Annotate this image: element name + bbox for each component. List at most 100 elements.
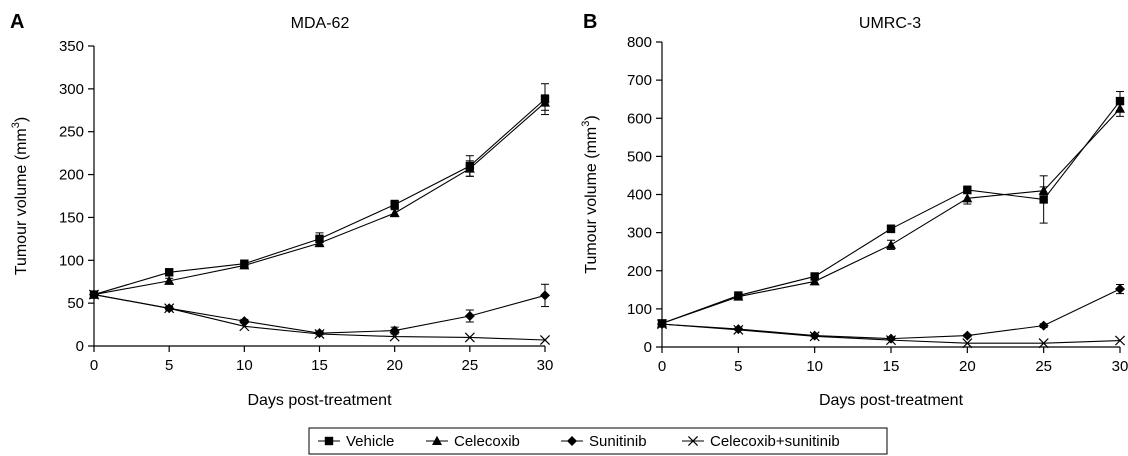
series-line [661, 108, 1121, 324]
data-point-x [464, 332, 475, 343]
data-point-x-stroke [314, 328, 325, 340]
y-tick-label: 50 [67, 295, 84, 312]
y-axis-label: Tumour volume (mm3) [10, 117, 30, 275]
data-point-x-stroke [962, 338, 973, 349]
data-point-x [1038, 338, 1049, 349]
x-tick-label: 0 [658, 358, 666, 375]
data-point-diamond [962, 330, 973, 341]
data-point-x-stroke [656, 319, 668, 330]
data-point-triangle [809, 276, 820, 286]
data-point-x-stroke [809, 331, 820, 342]
legend-item-celecoxib: Celecoxib [426, 433, 520, 450]
x-tick-label: 25 [461, 357, 478, 374]
x-axis-label: Days post-treatment [819, 392, 964, 409]
data-point-triangle [164, 275, 175, 285]
data-point-square [886, 224, 896, 234]
series-line [93, 102, 546, 296]
chart-title: MDA-62 [291, 15, 350, 32]
data-point-triangle [389, 207, 400, 218]
data-point-triangle [239, 260, 250, 270]
y-tick-label: 350 [59, 38, 84, 55]
chart-panel-b: B UMRC-3 0 100 200 300 400 500 600 700 800 0 5 10 15 20… [580, 11, 1128, 409]
y-axis-label-sup: 3 [580, 121, 592, 127]
data-point-x-stroke [885, 335, 897, 346]
series-line [661, 100, 1121, 324]
series-celecoxib [657, 100, 1125, 328]
legend: Vehicle Celecoxib Sunitinib Celecoxib+sunit… [308, 427, 888, 455]
legend-marker-square [324, 436, 334, 446]
series-sunitinib [89, 283, 550, 339]
legend-marker-diamond [567, 436, 577, 446]
y-axis-label-main: Tumour volume (mm [13, 128, 30, 275]
data-point-diamond [1038, 320, 1049, 331]
legend-box [308, 427, 888, 455]
x-tick-label: 5 [734, 358, 742, 375]
legend-item-sunitinib: Sunitinib [561, 433, 647, 450]
panel-letter: B [583, 11, 597, 33]
series-vehicle [89, 83, 550, 299]
y-tick-label: 800 [627, 34, 652, 51]
data-point-triangle [314, 237, 325, 248]
x-tick-label: 5 [165, 357, 173, 374]
data-point-x [389, 331, 400, 342]
y-tick-label: 600 [627, 110, 652, 127]
data-point-x-stroke [1038, 338, 1049, 349]
data-point-triangle [540, 97, 550, 107]
y-tick-label: 300 [627, 225, 652, 242]
series-vehicle [657, 91, 1125, 328]
data-point-triangle [1038, 185, 1049, 195]
x-tick-label: 20 [959, 358, 976, 375]
data-point-x [239, 321, 250, 332]
data-point-x-stroke [88, 289, 100, 300]
data-point-x-stroke [1114, 335, 1126, 346]
data-point-diamond [886, 333, 896, 344]
x-tick-label: 20 [386, 357, 403, 374]
x-axis-label: Days post-treatment [247, 392, 392, 409]
data-point-diamond [239, 316, 250, 327]
data-point-diamond [1115, 284, 1125, 295]
legend-marker-x-stroke [687, 435, 699, 447]
y-axis-label-close: ) [13, 117, 30, 122]
panel-letter: A [10, 11, 24, 33]
data-point-x-stroke [539, 334, 551, 346]
y-tick-label: 0 [644, 339, 652, 356]
x-tick-label: 0 [90, 357, 98, 374]
y-axis-label: Tumour volume (mm3) [580, 115, 600, 273]
data-point-x [88, 289, 100, 300]
data-point-x-stroke [164, 303, 175, 314]
data-point-square [963, 185, 972, 195]
y-tick-label: 200 [59, 167, 84, 184]
data-point-x [885, 335, 897, 346]
legend-label: Celecoxib [454, 433, 520, 450]
legend-item-vehicle: Vehicle [318, 433, 394, 450]
series-celecoxib-sunitinib [656, 319, 1126, 349]
data-point-x-stroke [389, 331, 400, 342]
y-axis-label-close: ) [583, 115, 600, 120]
y-tick-label: 700 [627, 72, 652, 89]
legend-item-celecoxib-sunitinib: Celecoxib+sunitinib [682, 433, 840, 450]
series-line [661, 288, 1121, 340]
y-tick-label: 200 [627, 263, 652, 280]
data-point-triangle [1115, 103, 1125, 113]
data-point-diamond [389, 325, 400, 336]
data-point-x [656, 319, 668, 330]
data-point-x [1114, 335, 1126, 346]
data-point-x [539, 334, 551, 346]
data-point-x-stroke [464, 332, 475, 343]
series-line [93, 98, 546, 296]
data-point-triangle [962, 193, 973, 203]
x-tick-label: 15 [311, 357, 328, 374]
y-axis-label-sup: 3 [10, 122, 22, 128]
y-tick-label: 250 [59, 124, 84, 141]
legend-label: Sunitinib [589, 433, 647, 450]
x-tick-label: 30 [1112, 358, 1128, 375]
data-point-x [314, 328, 325, 340]
y-tick-label: 0 [76, 338, 84, 355]
chart-title: UMRC-3 [859, 15, 921, 32]
data-point-triangle [464, 163, 475, 173]
y-tick-label: 100 [627, 301, 652, 318]
x-tick-label: 30 [537, 357, 554, 374]
series-celecoxib-sunitinib [88, 289, 551, 346]
data-point-triangle [733, 291, 744, 301]
y-tick-label: 150 [59, 209, 84, 226]
